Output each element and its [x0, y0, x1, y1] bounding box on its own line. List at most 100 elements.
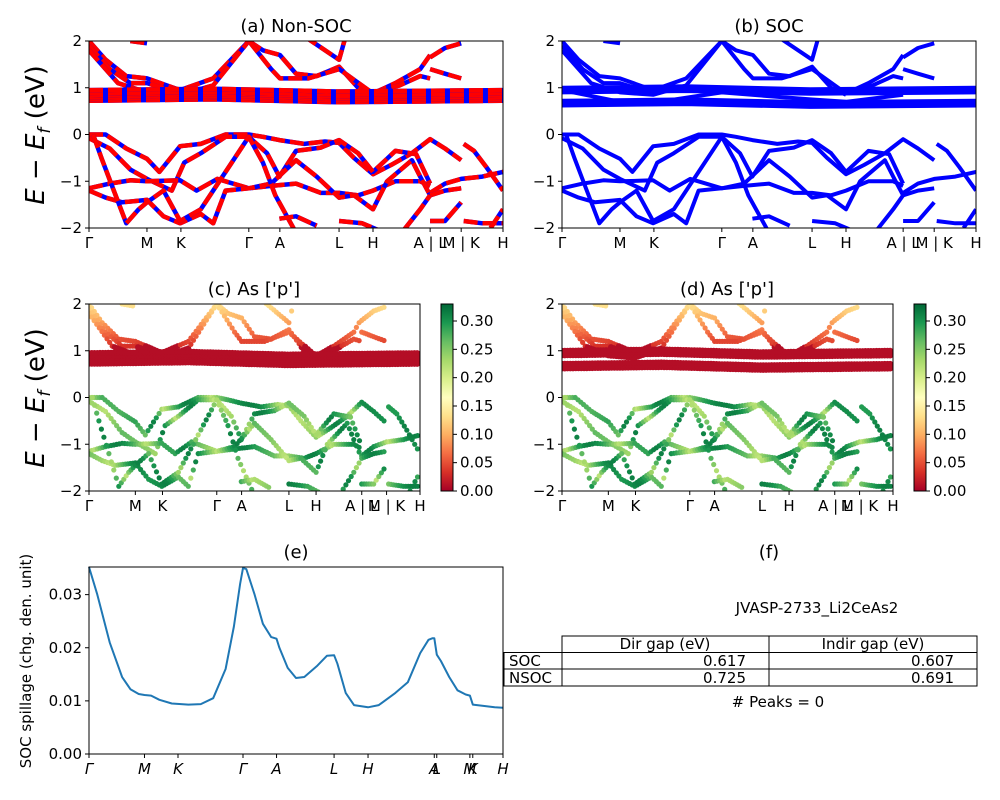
x-tick-label: M — [463, 760, 476, 778]
band-point — [343, 482, 349, 488]
band-point — [887, 347, 893, 354]
band-point — [776, 417, 783, 423]
band-point — [656, 455, 662, 461]
band-point — [712, 315, 718, 321]
band-point — [227, 431, 234, 437]
panel-c-ylabel: E − Ef (eV) — [21, 328, 55, 468]
band-point — [223, 417, 229, 423]
band-point — [880, 488, 886, 491]
band-point — [303, 417, 310, 423]
x-tick-label: H — [310, 497, 321, 515]
band-point — [150, 419, 157, 425]
x-tick-label: M — [140, 234, 153, 252]
band-point — [113, 475, 119, 481]
band-line — [429, 186, 462, 198]
band-point — [311, 428, 317, 434]
y-tick-label: −2 — [533, 482, 555, 500]
x-tick-label: Γ — [558, 234, 567, 252]
x-tick-label: L — [758, 497, 767, 515]
band-point — [345, 478, 352, 484]
band-point — [674, 321, 680, 327]
x-tick-label: Γ — [85, 234, 94, 252]
band-point — [820, 414, 827, 420]
band-line — [902, 186, 935, 198]
colorbar-tick-label: 0.15 — [460, 397, 493, 415]
band-point — [576, 442, 583, 448]
colorbar-tick-label: 0.25 — [933, 340, 966, 358]
band-line — [902, 41, 935, 60]
colorbar-tick-label: 0.00 — [933, 482, 966, 500]
band-point — [231, 419, 237, 425]
band-point — [872, 419, 878, 425]
band-point — [211, 305, 217, 311]
band-point — [216, 305, 222, 311]
band-point — [381, 304, 387, 310]
band-line — [488, 208, 503, 228]
x-tick-label: Γ — [239, 760, 249, 778]
band-point — [239, 315, 245, 321]
band-point — [762, 308, 768, 314]
band-point — [696, 417, 702, 423]
band-point — [666, 459, 672, 465]
band-point — [619, 451, 625, 457]
panel-f-title: (f) — [759, 542, 779, 563]
panel-e-ylabel: SOC spillage (chg. den. unit) — [17, 554, 35, 769]
band-line — [902, 169, 976, 195]
band-point — [376, 473, 382, 480]
band-point — [648, 469, 655, 475]
band-point — [415, 483, 420, 489]
band-line — [89, 134, 433, 193]
band-point — [240, 468, 247, 474]
band-point — [249, 416, 255, 422]
y-tick-label: 0.01 — [49, 692, 82, 710]
band-point — [201, 321, 207, 327]
band-point — [624, 463, 630, 469]
band-point — [160, 430, 166, 436]
y-tick-label: 0 — [545, 389, 555, 407]
band-point — [351, 329, 357, 335]
band-point — [148, 457, 154, 463]
x-tick-label: H — [970, 234, 981, 252]
band-line — [961, 208, 976, 228]
band-point — [615, 432, 621, 438]
band-point — [822, 431, 828, 437]
band-point — [883, 483, 889, 489]
colorbar-d — [913, 303, 927, 492]
band-point — [791, 458, 797, 464]
band-point — [353, 465, 359, 471]
band-point — [562, 304, 565, 307]
band-point — [603, 304, 609, 309]
band-point — [629, 475, 635, 481]
x-tick-label: Γ — [85, 760, 95, 778]
band-point — [689, 402, 695, 408]
band-point — [221, 313, 227, 319]
x-tick-label: H — [367, 234, 378, 252]
band-line — [338, 218, 380, 228]
band-point — [658, 451, 664, 457]
table-row-label: SOC — [509, 652, 541, 670]
x-tick-label: K — [158, 497, 169, 515]
table-cell: 0.617 — [703, 652, 746, 670]
band-line — [430, 200, 463, 224]
band-point — [354, 432, 360, 438]
band-point — [236, 431, 242, 437]
band-point — [567, 321, 573, 327]
band-point — [877, 427, 883, 433]
band-point — [869, 415, 875, 421]
band-point — [618, 428, 624, 434]
band-point — [759, 320, 765, 326]
colorbar-tick-label: 0.20 — [933, 369, 966, 387]
x-tick-label: M | K — [915, 234, 954, 252]
panel-e-spillage — [88, 566, 504, 709]
band-line — [875, 194, 905, 228]
band-point — [318, 458, 324, 464]
band-point — [706, 425, 712, 431]
colorbar-tick-label: 0.00 — [460, 482, 493, 500]
band-point — [679, 412, 685, 418]
band-point — [668, 432, 674, 438]
x-tick-label: K — [631, 497, 642, 515]
x-tick-label: M — [138, 760, 151, 778]
table-header-dir-gap: Dir gap (eV) — [620, 635, 711, 653]
band-point — [286, 320, 292, 326]
band-point — [562, 394, 568, 401]
